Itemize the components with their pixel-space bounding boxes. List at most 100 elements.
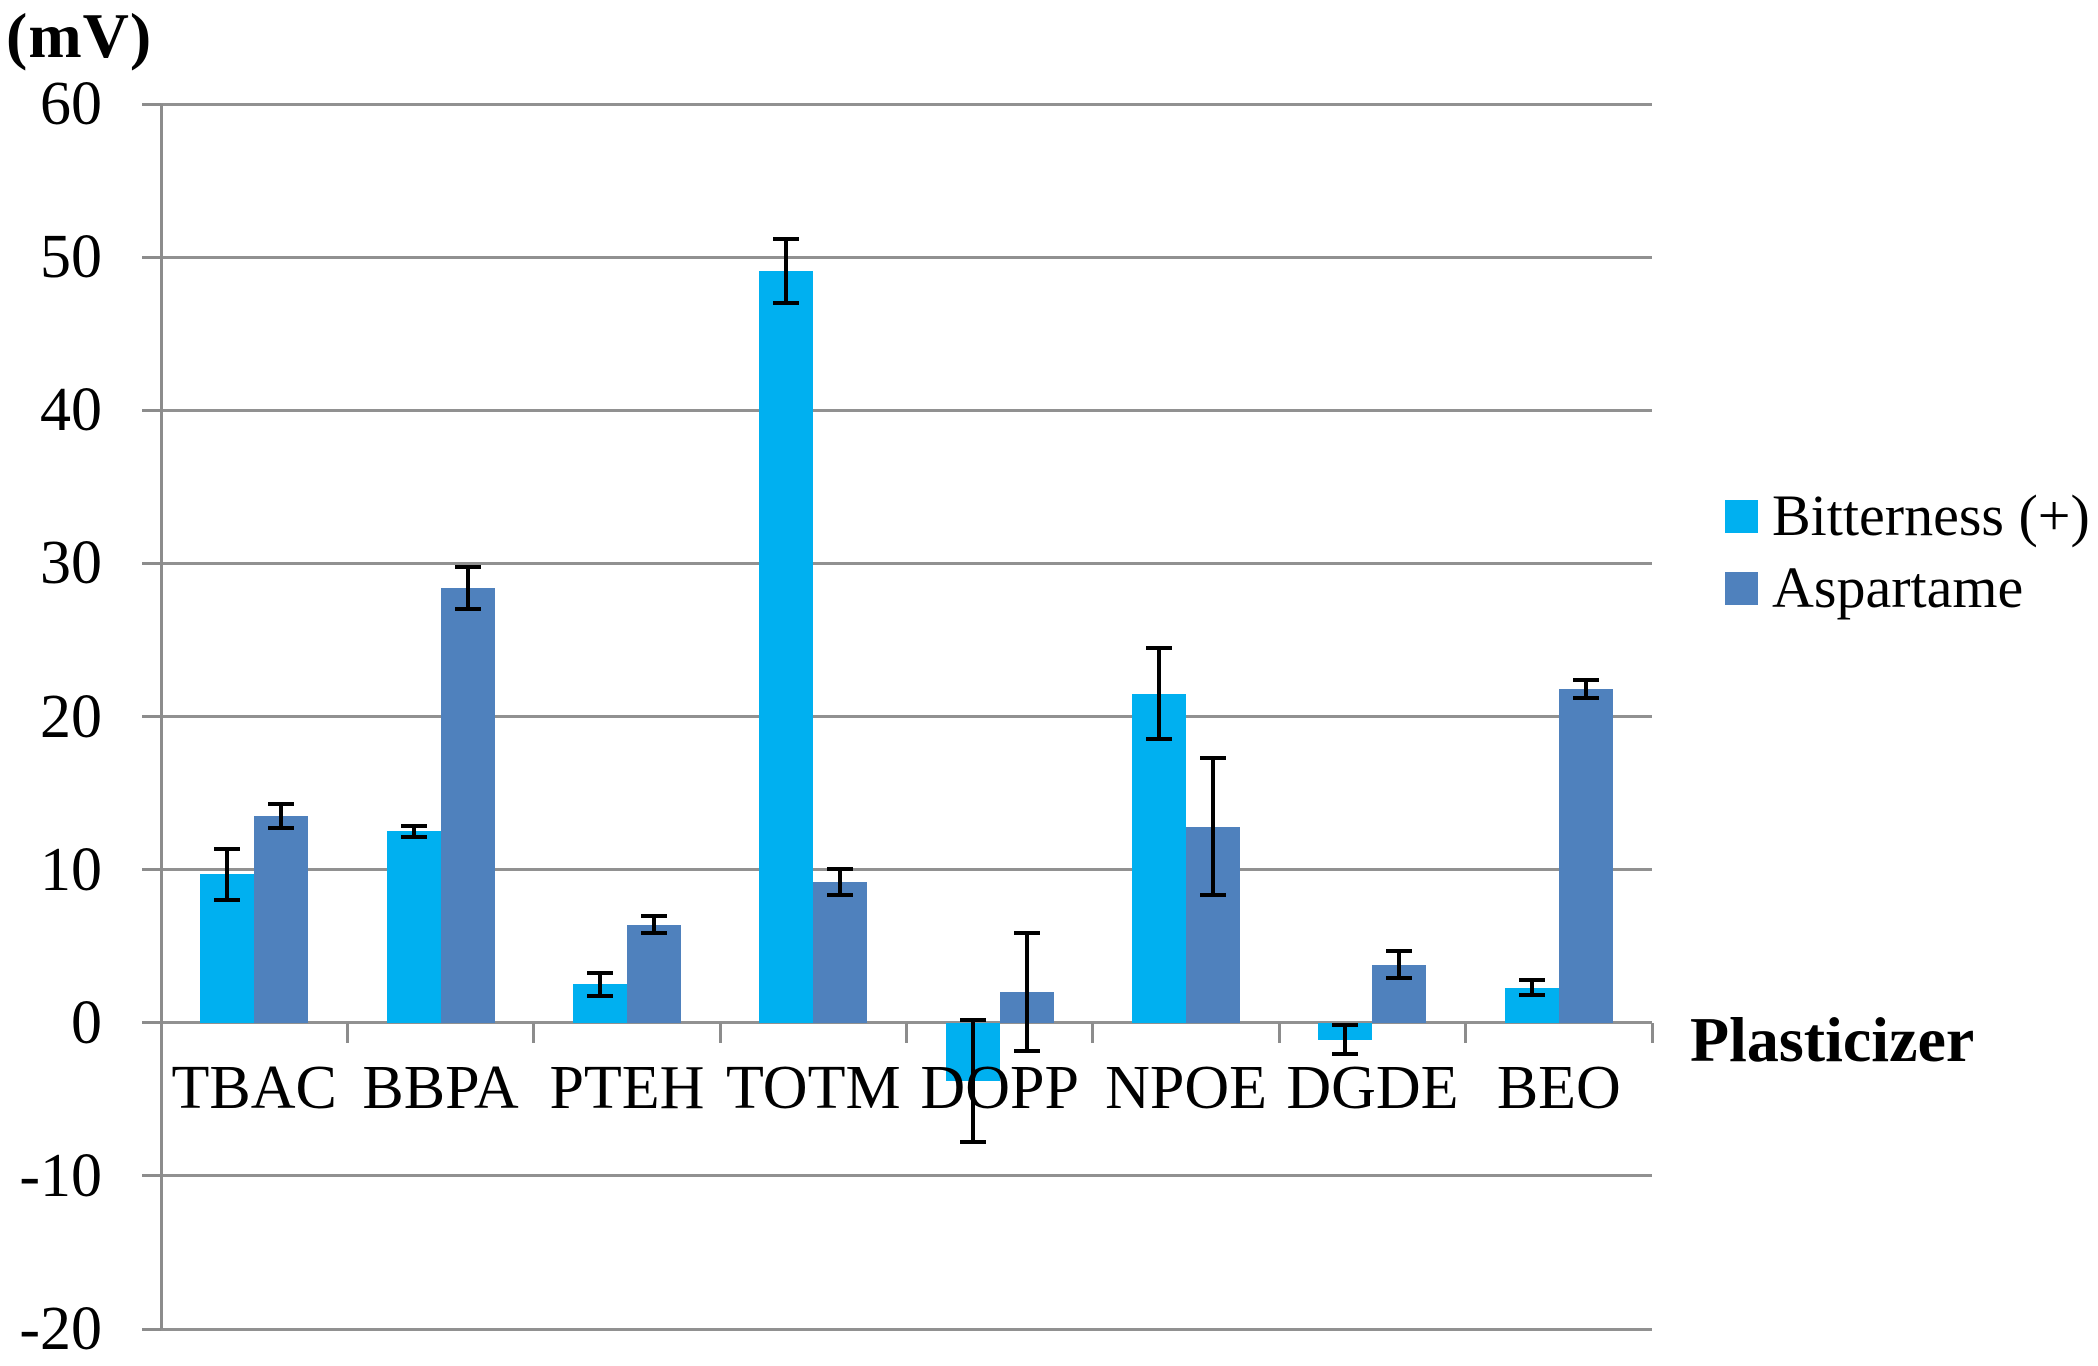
y-axis-tick-50 [142, 255, 161, 259]
y-axis-unit-label: (mV) [6, 0, 153, 71]
error-bar-cap-bottom [1332, 1052, 1359, 1057]
error-bar-aspartame-BEO [1572, 678, 1599, 700]
error-bar-stem [970, 1018, 975, 1144]
error-bar-cap-bottom [827, 893, 854, 898]
error-bar-cap-top [1013, 930, 1040, 935]
error-bar-cap-top [400, 823, 427, 828]
error-bar-stem [1583, 678, 1588, 700]
error-bar-stem [838, 866, 843, 898]
error-bar-bitterness--DGDE [1332, 1022, 1359, 1057]
error-bar-cap-top [959, 1018, 986, 1023]
bar-aspartame-TOTM [813, 881, 868, 1023]
bar-bitterness--TOTM [759, 270, 814, 1023]
gridline-10 [161, 868, 1652, 872]
error-bar-cap-top [1572, 678, 1599, 683]
x-axis-tick-1 [345, 1022, 349, 1043]
error-bar-cap-bottom [1013, 1049, 1040, 1054]
error-bar-cap-top [773, 237, 800, 242]
error-bar-cap-bottom [1146, 737, 1173, 741]
bar-aspartame-TBAC [254, 816, 309, 1023]
error-bar-bitterness--TBAC [214, 846, 241, 902]
x-category-label-BEO: BEO [1496, 1054, 1621, 1122]
y-axis-tick-40 [142, 408, 161, 412]
error-bar-stem [1157, 646, 1162, 741]
error-bar-stem [784, 237, 789, 305]
y-axis-tick-30 [142, 561, 161, 565]
error-bar-cap-top [268, 802, 295, 807]
y-tick-label-30: 30 [40, 529, 102, 598]
gridline--10 [161, 1174, 1652, 1178]
error-bar-stem [225, 846, 230, 902]
y-axis-tick-10 [142, 868, 161, 872]
bar-bitterness--NPOE [1132, 693, 1187, 1023]
error-bar-cap-bottom [1200, 893, 1227, 898]
y-tick-label-40: 40 [40, 376, 102, 445]
error-bar-cap-bottom [1518, 992, 1545, 997]
error-bar-cap-bottom [268, 825, 295, 830]
error-bar-cap-bottom [586, 994, 613, 999]
x-axis-tick-6 [1277, 1022, 1281, 1043]
error-bar-stem [1211, 756, 1216, 898]
y-tick-label-60: 60 [40, 70, 102, 138]
error-bar-stem [597, 970, 602, 999]
error-bar-cap-top [1518, 978, 1545, 983]
y-tick-label-50: 50 [40, 223, 102, 292]
error-bar-cap-bottom [1386, 975, 1413, 980]
error-bar-bitterness--PTEH [586, 970, 613, 999]
gridline-40 [161, 408, 1652, 412]
x-axis-tick-2 [532, 1022, 536, 1043]
legend-swatch-icon [1725, 571, 1758, 605]
error-bar-stem [1343, 1022, 1348, 1057]
error-bar-stem [1397, 949, 1402, 980]
error-bar-bitterness--TOTM [773, 237, 800, 305]
y-tick-label--10: -10 [19, 1141, 102, 1210]
error-bar-aspartame-PTEH [640, 914, 667, 936]
x-category-label-PTEH: PTEH [549, 1054, 705, 1122]
y-axis-tick-20 [142, 715, 161, 718]
x-category-label-DGDE: DGDE [1286, 1054, 1459, 1122]
error-bar-stem [1024, 930, 1029, 1054]
gridline-60 [161, 102, 1652, 106]
error-bar-bitterness--BBPA [400, 823, 427, 839]
error-bar-cap-top [1386, 949, 1413, 954]
error-bar-cap-top [1200, 756, 1227, 761]
gridline-30 [161, 561, 1652, 565]
x-axis-tick-3 [718, 1022, 722, 1043]
y-tick-label-20: 20 [40, 682, 102, 751]
error-bar-aspartame-DOPP [1013, 930, 1040, 1054]
legend-item-bitterness-: Bitterness (+) [1725, 480, 2090, 552]
y-axis-tick-0 [142, 1021, 161, 1025]
error-bar-cap-bottom [773, 300, 800, 305]
error-bar-stem [465, 564, 470, 611]
error-bar-stem [1529, 978, 1534, 997]
x-axis-tick-8 [1650, 1022, 1654, 1043]
legend-label: Bitterness (+) [1772, 483, 2090, 548]
x-category-label-BBPA: BBPA [362, 1054, 519, 1122]
x-axis-tick-5 [1091, 1022, 1095, 1043]
x-axis-tick-4 [905, 1022, 908, 1043]
y-axis-line [159, 104, 163, 1329]
x-category-label-TOTM: TOTM [726, 1054, 901, 1122]
y-axis-tick--20 [142, 1327, 161, 1331]
error-bar-cap-top [586, 970, 613, 975]
x-category-label-NPOE: NPOE [1105, 1054, 1268, 1122]
gridline-50 [161, 255, 1652, 259]
legend: Bitterness (+) Aspartame [1725, 480, 2090, 624]
error-bar-bitterness--DOPP [959, 1018, 986, 1144]
bar-aspartame-PTEH [626, 924, 681, 1023]
error-bar-aspartame-NPOE [1200, 756, 1227, 898]
gridline--20 [161, 1327, 1652, 1331]
error-bar-stem [279, 802, 284, 830]
error-bar-cap-top [214, 846, 241, 851]
error-bar-stem [651, 914, 656, 936]
y-tick-label-10: 10 [40, 835, 102, 904]
error-bar-aspartame-BBPA [454, 564, 481, 611]
error-bar-cap-bottom [214, 897, 241, 902]
bar-aspartame-BEO [1558, 688, 1613, 1023]
error-bar-aspartame-TBAC [268, 802, 295, 830]
x-axis-tick-7 [1464, 1022, 1468, 1043]
error-bar-cap-top [1146, 646, 1173, 651]
y-axis-tick--10 [142, 1174, 161, 1178]
error-bar-aspartame-DGDE [1386, 949, 1413, 980]
error-bar-cap-bottom [1572, 695, 1599, 700]
